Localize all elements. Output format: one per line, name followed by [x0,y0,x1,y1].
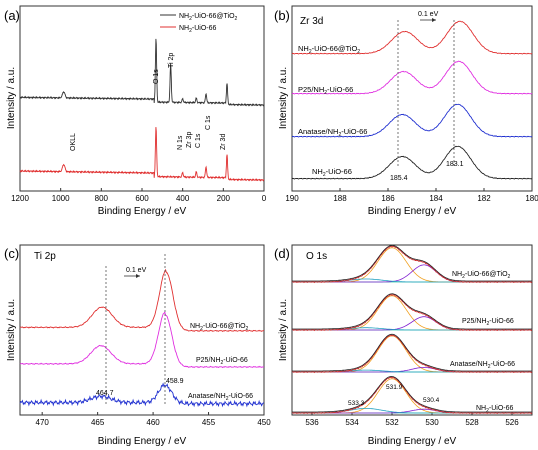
ti2p-series-1 [19,311,264,369]
survey-nh2-uio-66-tio2 [19,38,265,107]
zr3d-series-3 [291,145,533,180]
c-peak-4647-label: 464.7 [96,390,114,397]
x-tick-label: 536 [305,418,319,427]
x-tick-label: 182 [477,194,491,203]
x-tick-label: 534 [345,418,359,427]
panel-c-ylabel: Intensity / a.u. [6,299,17,361]
o1s-raw-2 [291,334,533,374]
d-comp-5333-label: 533.3 [348,400,365,407]
b-peak-1831-label: 183.1 [446,161,464,168]
x-tick-label: 200 [217,194,231,203]
x-tick-label: 528 [465,418,479,427]
x-tick-label: 800 [95,194,109,203]
panel-d-ylabel: Intensity / a.u. [278,299,289,361]
x-tick-label: 530 [425,418,439,427]
b-shift-arrowhead [432,18,436,22]
b-series-label-1: NH2-UiO-66@TiO2 [298,44,360,55]
panel-b-xlabel: Binding Energy / eV [368,206,457,217]
annot-ti2p: Ti 2p [168,53,175,68]
panel-c-letter: (c) [4,246,19,261]
x-tick-label: 465 [91,418,105,427]
annot-zr3p: Zr 3p [186,132,193,148]
panel-a-ylabel: Intensity / a.u. [6,67,17,129]
panel-c-x-ticks: 470 465 460 455 450 [36,412,271,427]
zr3d-series-0 [291,20,533,55]
annot-okll: OKLL [70,133,77,151]
ti2p-series-0 [19,268,264,332]
d-series-label-1: NH2-UiO-66@TiO2 [452,271,511,280]
o1s-raw-3 [291,376,533,415]
d-comp-5319-label: 531.9 [386,384,403,391]
o1s-fit-2 [292,333,532,372]
panel-d-xlabel: Binding Energy / eV [368,436,457,447]
x-tick-label: 532 [385,418,399,427]
o1s-raw-1 [291,294,533,332]
panel-d-title: O 1s [306,251,327,262]
spectra [19,20,533,415]
c-shift-label: 0.1 eV [126,267,147,274]
x-tick-label: 400 [176,194,190,203]
d-series-label-2: P25/NH2-UiO-66 [462,318,514,327]
panel-b-letter: (b) [274,8,290,23]
panel-a-letter: (a) [4,8,20,23]
o1s-raw-0 [291,245,533,284]
c-shift-arrowhead [136,274,140,278]
survey-nh2-uio-66 [19,127,265,182]
annot-c1s-a: C 1s [195,133,202,148]
legend-label-1: NH2-UiO-66@TiO2 [179,13,238,22]
d-series-label-4: NH2-UiO-66 [476,405,514,414]
ti2p-series-2 [19,382,265,408]
panel-d-letter: (d) [274,246,290,261]
x-tick-label: 526 [505,418,519,427]
x-tick-label: 0 [262,194,267,203]
legend-label-2: NH2-UiO-66 [179,25,217,34]
x-tick-label: 186 [381,194,395,203]
annot-c1s-b: C 1s [205,115,212,130]
panel-b-frame [291,5,533,192]
c-peak-4589-label: 458.9 [166,378,184,385]
zr3d-series-2 [291,103,533,138]
panel-c-title: Ti 2p [34,251,56,262]
x-tick-label: 460 [146,418,160,427]
b-peak-1854-label: 185.4 [390,175,408,182]
panel-b-ylabel: Intensity / a.u. [278,67,289,129]
x-tick-label: 455 [202,418,216,427]
annot-n1s: N 1s [177,135,184,150]
panel-c-frame [19,244,265,416]
b-series-label-4: NH2-UiO-66 [312,167,352,178]
b-series-label-2: P25/NH2-UiO-66 [298,85,353,96]
panel-c-xlabel: Binding Energy / eV [98,436,187,447]
x-tick-label: 1200 [11,194,29,203]
o1s-fit-0 [292,245,532,282]
zr3d-series-1 [291,60,533,95]
c-series-label-3: Anatase/NH2-UiO-66 [188,393,253,402]
d-comp-5304-label: 530.4 [423,397,440,404]
b-series-label-3: Anatase/NH2-UiO-66 [298,127,367,138]
x-tick-label: 450 [257,418,271,427]
panel-a-x-ticks: 1200 1000 800 600 400 200 0 [11,188,267,203]
o1s-fit-3 [292,375,532,413]
x-tick-label: 1000 [52,194,70,203]
x-tick-label: 188 [333,194,347,203]
d-series-label-3: Anatase/NH2-UiO-66 [450,361,515,370]
panel-d-x-ticks: 536 534 532 530 528 526 [305,412,519,427]
x-tick-label: 190 [285,194,299,203]
panel-b-x-ticks: 190 188 186 184 182 180 [285,188,538,203]
c-series-label-2: P25/NH2-UiO-66 [196,357,248,366]
panel-b-title: Zr 3d [300,16,323,27]
panel-a-xlabel: Binding Energy / eV [98,206,187,217]
b-shift-label: 0.1 eV [418,11,439,18]
x-tick-label: 470 [36,418,50,427]
x-tick-label: 184 [429,194,443,203]
c-series-label-1: NH2-UiO-66@TiO2 [190,323,249,332]
annot-zr3d: Zr 3d [220,134,227,150]
x-tick-label: 180 [525,194,538,203]
annot-o1s: O 1s [153,69,160,84]
o1s-fit-1 [292,293,532,330]
x-tick-label: 600 [135,194,149,203]
